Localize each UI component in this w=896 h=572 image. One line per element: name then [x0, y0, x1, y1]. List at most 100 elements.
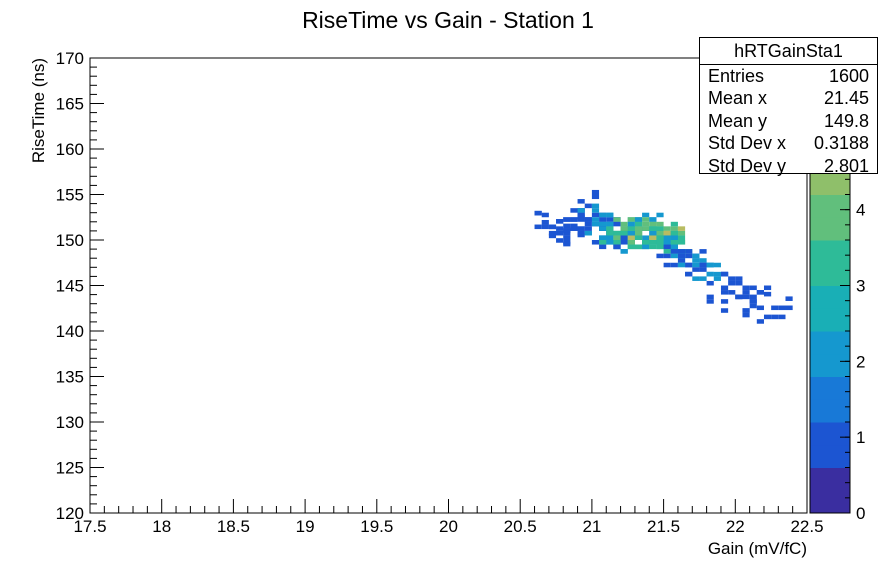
heatmap-cell: [656, 212, 664, 218]
heatmap-cell: [620, 226, 628, 231]
heatmap-cell: [627, 240, 635, 245]
heatmap-cell: [735, 280, 743, 286]
heatmap-cell: [620, 235, 628, 240]
heatmap-cell: [735, 294, 743, 300]
x-axis-label: Gain (mV/fC): [708, 539, 807, 558]
heatmap-cell: [642, 221, 650, 227]
heatmap-cell: [570, 223, 578, 229]
z-tick-label: 4: [856, 201, 865, 220]
heatmap-cell: [642, 240, 650, 245]
heatmap-cell: [713, 276, 721, 281]
heatmap-cell: [778, 314, 786, 320]
heatmap-cell: [599, 244, 607, 250]
x-tick-label: 19.5: [360, 517, 393, 536]
heatmap-cell: [656, 253, 664, 259]
stats-label: Std Dev y: [708, 155, 787, 176]
heatmap-cell: [599, 226, 607, 231]
heatmap-cell: [742, 294, 750, 300]
heatmap-cell: [670, 240, 678, 245]
heatmap-cell: [742, 290, 750, 295]
heatmap-cell: [570, 208, 578, 213]
heatmap-cell: [627, 226, 635, 231]
heatmap-cell: [591, 203, 600, 209]
stats-row-mean-y: Mean y 149.8: [700, 110, 877, 132]
heatmap-cell: [620, 240, 628, 245]
palette-band: [810, 399, 850, 423]
x-tick-label: 18.5: [217, 517, 250, 536]
heatmap-cell: [656, 226, 664, 231]
heatmap-cell: [649, 226, 657, 231]
stats-label: Mean x: [708, 88, 768, 109]
y-tick-label: 130: [56, 413, 84, 432]
y-tick-label: 155: [56, 186, 84, 205]
heatmap-cell: [613, 230, 621, 236]
y-tick-label: 135: [56, 368, 84, 387]
heatmap-cell: [756, 305, 764, 311]
heatmap-cell: [591, 194, 600, 200]
stats-row-std-dev-y: Std Dev y 2.801: [700, 155, 877, 177]
heatmap-cell: [670, 253, 678, 259]
heatmap-cell: [599, 217, 607, 222]
heatmap-cell: [548, 233, 557, 239]
heatmap-cell: [677, 258, 686, 263]
stats-title: hRTGainSta1: [700, 38, 877, 65]
heatmap-cell: [642, 235, 650, 240]
y-tick-label: 160: [56, 140, 84, 159]
heatmap-cell: [677, 230, 686, 236]
heatmap-cell: [670, 221, 678, 227]
heatmap-cell: [577, 208, 585, 213]
heatmap-cell: [584, 221, 592, 227]
heatmap-cell: [563, 228, 571, 233]
heatmap-cell: [606, 217, 614, 222]
heatmap-cell: [584, 203, 592, 209]
heatmap-cell: [720, 308, 729, 313]
y-tick-label: 140: [56, 322, 84, 341]
heatmap-cell: [649, 221, 657, 227]
x-tick-label: 19: [296, 517, 315, 536]
z-tick-label: 0: [856, 504, 865, 523]
heatmap-cell: [548, 230, 557, 236]
heatmap-cell: [563, 230, 571, 236]
heatmap-cell: [656, 244, 664, 250]
heatmap-cell: [720, 299, 729, 304]
heatmap-cell: [706, 299, 714, 304]
stats-label: Entries: [708, 66, 765, 86]
heatmap-cell: [649, 217, 657, 222]
stats-row-std-dev-x: Std Dev x 0.3188: [700, 132, 877, 154]
heatmap-cell: [649, 244, 657, 250]
z-tick-label: 1: [856, 428, 865, 447]
heatmap-cell: [606, 226, 614, 231]
heatmap-cell: [785, 296, 793, 301]
heatmap-cell: [670, 230, 678, 236]
heatmap-cell: [720, 285, 729, 291]
chart-title: RiseTime vs Gain - Station 1: [302, 7, 594, 33]
heatmap-cell: [606, 221, 614, 227]
heatmap-cell: [613, 221, 621, 227]
heatmap-cell: [706, 262, 714, 268]
heatmap-cell: [556, 219, 564, 224]
heatmap-cell: [570, 217, 578, 222]
heatmap-cell: [627, 221, 635, 227]
heatmap-cell: [685, 271, 693, 277]
palette-band: [810, 422, 850, 446]
y-tick-label: 150: [56, 231, 84, 250]
heatmap-cell: [749, 299, 757, 304]
heatmap-cell: [785, 305, 793, 311]
palette-band: [810, 262, 850, 286]
heatmap-cell: [634, 217, 643, 222]
heatmap-cell: [763, 314, 772, 320]
heatmap-cell: [591, 208, 600, 213]
heatmap-cell: [556, 238, 564, 243]
heatmap-cell: [677, 253, 686, 259]
heatmap-cell: [591, 189, 600, 195]
heatmap-cell: [627, 230, 635, 236]
x-tick-label: 21: [582, 517, 601, 536]
heatmap-cell: [534, 224, 542, 230]
stats-label: Mean y: [708, 110, 768, 131]
heatmap-cell: [685, 262, 693, 268]
heatmap-cell: [763, 285, 772, 291]
heatmap-cell: [563, 217, 571, 222]
heatmap-cell: [692, 262, 700, 268]
heatmap-cell: [728, 276, 736, 281]
